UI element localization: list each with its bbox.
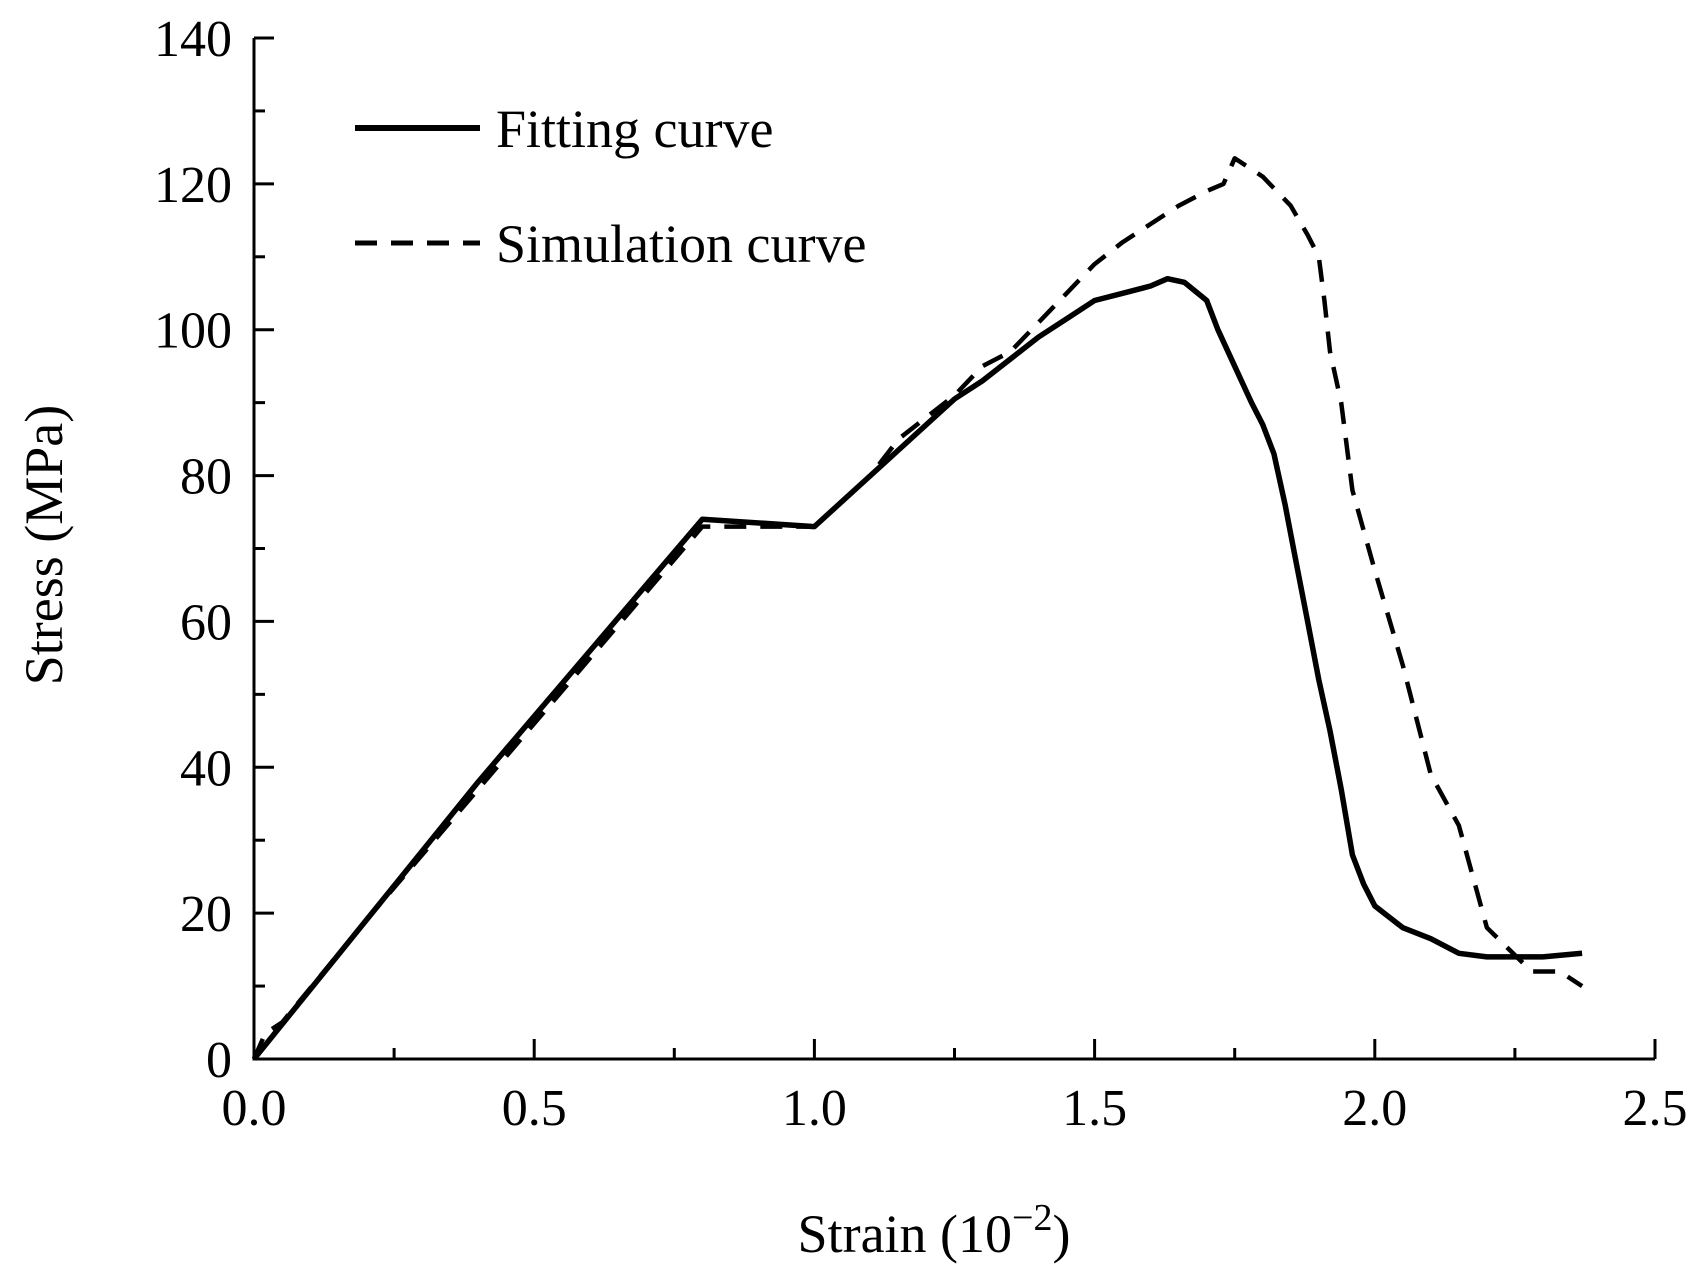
axes [252,38,1655,1061]
x-axis-title-close: ) [1052,1204,1070,1264]
x-tick-label: 1.0 [782,1080,847,1137]
y-tick-label: 80 [180,449,232,506]
x-tick-label: 1.5 [1062,1080,1127,1137]
x-tick-label: 2.5 [1623,1080,1688,1137]
x-axis-ticks: 0.0 0.5 1.0 1.5 2.0 2.5 [222,1039,1688,1137]
y-tick-label: 60 [180,594,232,651]
x-tick-label: 0.0 [222,1080,287,1137]
y-tick-label: 100 [154,303,232,360]
y-tick-label: 40 [180,740,232,797]
x-tick-label: 0.5 [502,1080,567,1137]
series-line-simulation-curve [251,156,1584,1060]
y-tick-label: 20 [180,886,232,943]
y-tick-label: 0 [206,1032,232,1089]
legend-label-simulation-curve: Simulation curve [496,214,866,274]
y-tick-label: 140 [154,11,232,68]
x-axis-title-exponent: −2 [1012,1197,1052,1239]
y-axis-ticks: 0 20 40 60 80 100 120 140 [154,11,274,1089]
x-tick-label: 2.0 [1342,1080,1407,1137]
series-line-fitting-curve [251,275,1583,1061]
series-layer [251,156,1584,1061]
x-axis-title-main: Strain (10 [798,1204,1012,1264]
y-tick-label: 120 [154,157,232,214]
x-axis-title: Strain (10−2) [798,1197,1071,1264]
legend-label-fitting-curve: Fitting curve [496,99,773,159]
legend: Fitting curve Simulation curve [355,99,866,274]
axis-lines [252,38,1655,1061]
y-axis-title: Stress (MPa) [14,405,74,686]
